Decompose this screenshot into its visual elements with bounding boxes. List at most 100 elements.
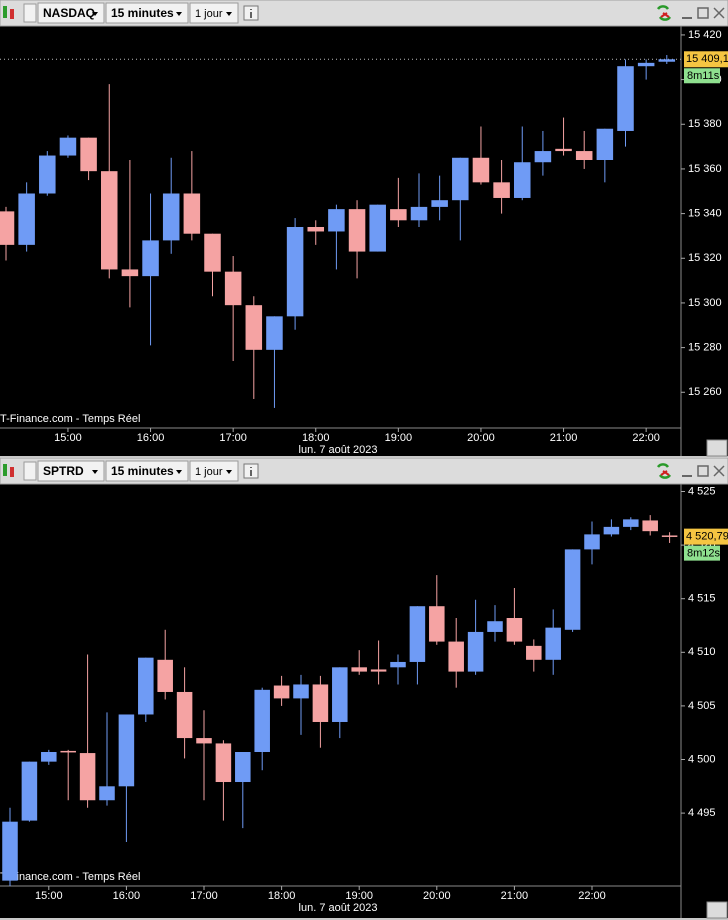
candle-body [658,59,676,62]
candle-body [157,659,173,692]
x-tick-label: 20:00 [423,890,451,902]
candle-body [176,691,193,739]
candle-body [235,752,251,783]
symbol-icon[interactable] [23,461,37,481]
candle-body [39,155,56,194]
range-select[interactable]: 1 jour [195,8,223,20]
range-select-arrow[interactable] [226,12,232,16]
candle-body [448,641,464,672]
maximize-button[interactable] [697,465,709,477]
maximize-button[interactable] [697,7,709,19]
refresh-icon-b[interactable] [660,470,670,476]
range-select-box[interactable] [189,2,239,24]
candle-body [564,549,581,630]
scroll-button[interactable] [706,439,728,457]
symbol-select[interactable]: NASDAQ [43,6,95,20]
range-select-box[interactable] [189,460,239,482]
timer-label: 8m11s [687,70,720,82]
candle-body [266,316,283,350]
symbol-select-arrow[interactable] [92,470,98,474]
x-tick-label: 19:00 [345,890,373,902]
candle-body [575,151,593,160]
x-tick-label: 17:00 [219,432,247,444]
symbol-select[interactable]: SPTRD [43,464,84,478]
y-tick-label: 15 320 [688,252,722,264]
candle-body [142,240,159,277]
scroll-button[interactable] [706,901,728,919]
plot-background [0,484,728,920]
timer-label: 8m12s [687,548,721,560]
candle-body [603,526,620,535]
chart-type-icon[interactable] [3,6,7,18]
panel-border [0,456,728,458]
candle-body [0,211,15,245]
candle-body [21,761,38,821]
chart-type-icon[interactable] [3,464,7,476]
candle-body [513,162,531,198]
x-tick-label: 18:00 [302,432,330,444]
x-tick-label: 17:00 [190,890,218,902]
symbol-select-box[interactable] [37,2,105,24]
interval-select-arrow[interactable] [176,470,182,474]
candle-body [534,151,552,163]
interval-select[interactable]: 15 minutes [111,464,174,478]
y-tick-label: 4 510 [688,646,716,658]
candle-body [332,667,348,722]
chart-type-icon-b[interactable] [10,467,14,477]
date-label: lun. 7 août 2023 [299,444,378,456]
candle-body [41,752,57,762]
candle-body [555,148,572,152]
refresh-icon-b[interactable] [660,12,670,18]
y-tick-label: 4 495 [688,807,716,819]
candle-body [224,271,242,306]
interval-select-box[interactable] [105,2,189,24]
close-button[interactable] [713,465,725,477]
x-tick-label: 15:00 [35,890,63,902]
candle-body [100,171,118,270]
candle-body [60,750,76,753]
candle-body [293,684,309,699]
candle-body [637,62,655,67]
symbol-select-box[interactable] [37,460,105,482]
range-select-arrow[interactable] [226,470,232,474]
candle-body [369,204,386,252]
interval-select[interactable]: 15 minutes [111,6,174,20]
y-tick-label: 15 260 [688,386,722,398]
candle-body [215,743,232,783]
candle-body [390,209,407,221]
y-tick-label: 15 300 [688,297,722,309]
symbol-select-arrow[interactable] [92,12,98,16]
candle-body [118,714,135,787]
candle-body [162,193,180,241]
refresh-icon[interactable] [656,5,672,21]
candle-body [312,684,329,722]
interval-select-arrow[interactable] [176,12,182,16]
chart-panel: NASDAQ 15 minutes 1 jour 15 260 15 280 15 300… [0,0,728,458]
y-tick-label: 15 280 [688,342,722,354]
candle-body [348,209,366,252]
y-tick-label: 15 420 [688,29,722,41]
interval-select-box[interactable] [105,460,189,482]
refresh-icon[interactable] [656,463,672,479]
range-select[interactable]: 1 jour [195,466,223,478]
candle-body [617,66,634,131]
candle-body [138,657,154,715]
candle-body [328,209,345,232]
chart-type-icon-b[interactable] [10,9,14,19]
candle-body [410,206,428,221]
candle-body [506,618,523,642]
candle-body [472,157,490,183]
chart-panel: SPTRD 15 minutes 1 jour 4 495 4 500 4 505 4 51… [0,458,728,920]
date-label: lun. 7 août 2023 [299,902,378,914]
y-tick-label: 4 500 [688,753,716,765]
candle-body [526,645,542,660]
candle-body [467,631,484,672]
symbol-icon[interactable] [23,3,37,23]
close-button[interactable] [713,7,725,19]
y-tick-label: 15 380 [688,118,722,130]
last-price-label: 4 520,79 [686,531,728,543]
candle-body [584,534,600,550]
candle-body [18,193,35,245]
y-tick-label: 4 515 [688,593,716,605]
